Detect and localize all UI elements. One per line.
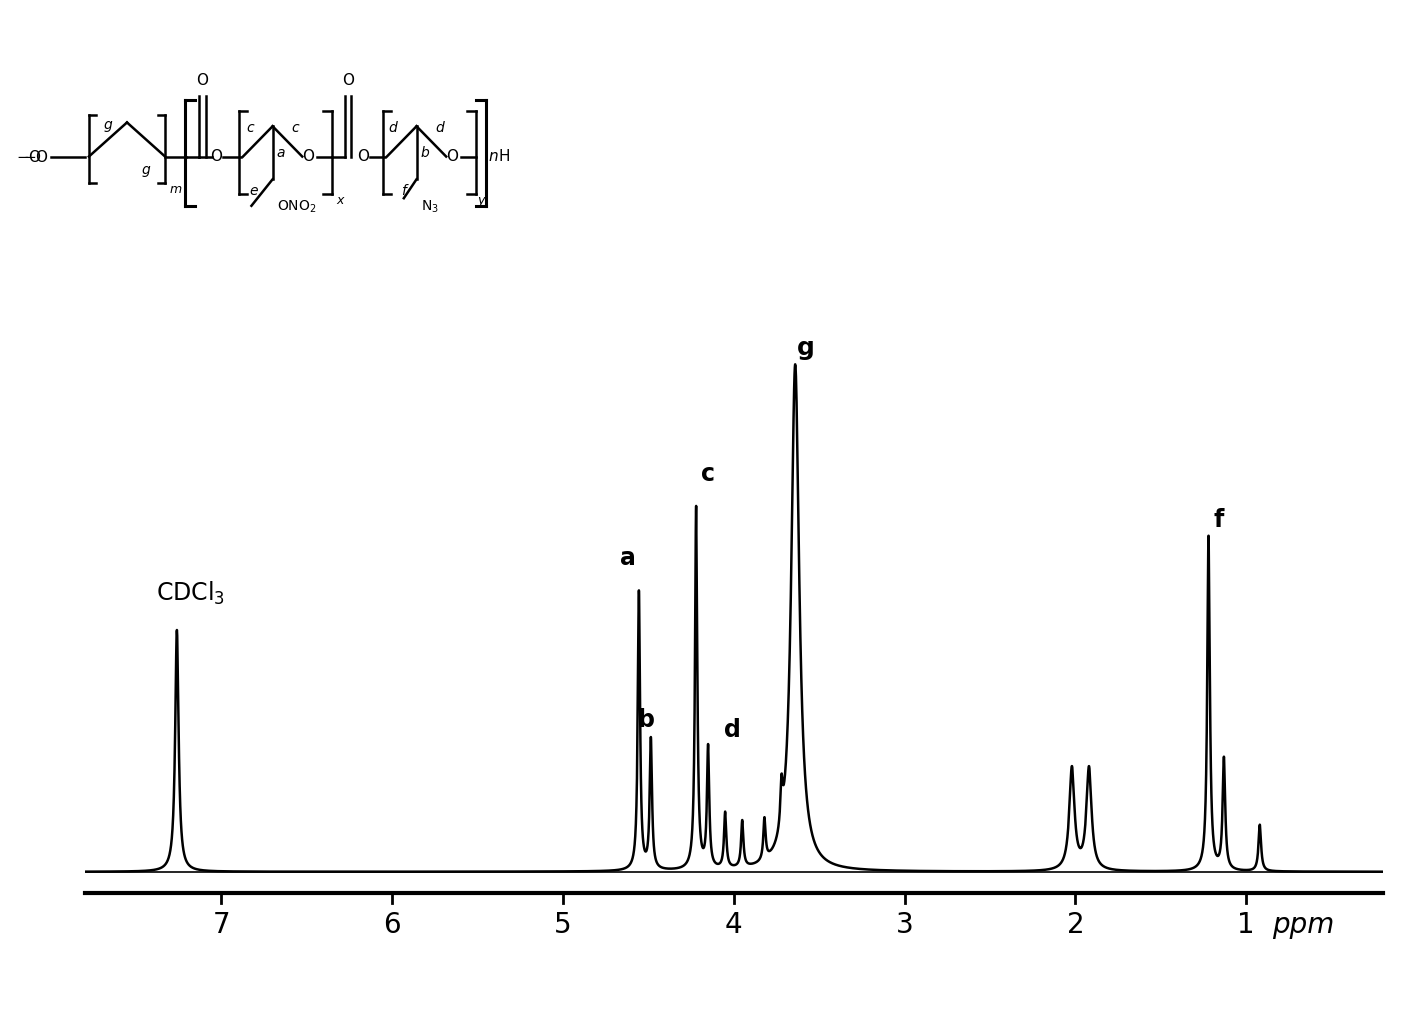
- Text: $-$O: $-$O: [23, 148, 49, 165]
- Text: 4: 4: [725, 911, 742, 939]
- Text: $-$O: $-$O: [17, 148, 42, 165]
- Text: b: b: [420, 145, 429, 160]
- Text: g: g: [141, 163, 151, 177]
- Text: O: O: [196, 74, 209, 89]
- Text: d: d: [436, 121, 444, 135]
- Text: c: c: [701, 462, 715, 486]
- Text: e: e: [250, 184, 258, 198]
- Text: c: c: [292, 121, 299, 135]
- Text: d: d: [724, 718, 741, 741]
- Text: y: y: [477, 194, 485, 207]
- Text: f: f: [1213, 508, 1223, 532]
- Text: g: g: [797, 336, 814, 361]
- Text: 1: 1: [1237, 911, 1254, 939]
- Text: 7: 7: [213, 911, 230, 939]
- Text: O: O: [341, 74, 354, 89]
- Text: N$_3$: N$_3$: [420, 198, 439, 214]
- Text: H: H: [498, 149, 511, 164]
- Text: n: n: [488, 149, 498, 164]
- Text: O: O: [302, 149, 315, 164]
- Text: O: O: [357, 149, 370, 164]
- Text: 3: 3: [896, 911, 913, 939]
- Text: O: O: [210, 149, 222, 164]
- Text: CDCl$_3$: CDCl$_3$: [157, 580, 226, 607]
- Text: a: a: [277, 145, 285, 160]
- Text: 5: 5: [555, 911, 571, 939]
- Text: g: g: [103, 118, 113, 132]
- Text: 2: 2: [1067, 911, 1084, 939]
- Text: 6: 6: [384, 911, 401, 939]
- Text: d: d: [388, 121, 398, 135]
- Text: m: m: [169, 183, 182, 196]
- Text: ONO$_2$: ONO$_2$: [277, 198, 316, 214]
- Text: f: f: [401, 184, 405, 198]
- Text: a: a: [619, 545, 636, 570]
- Text: ppm: ppm: [1271, 911, 1333, 939]
- Text: b: b: [638, 708, 655, 732]
- Text: O: O: [446, 149, 459, 164]
- Text: c: c: [246, 121, 254, 135]
- Text: x: x: [336, 194, 343, 207]
